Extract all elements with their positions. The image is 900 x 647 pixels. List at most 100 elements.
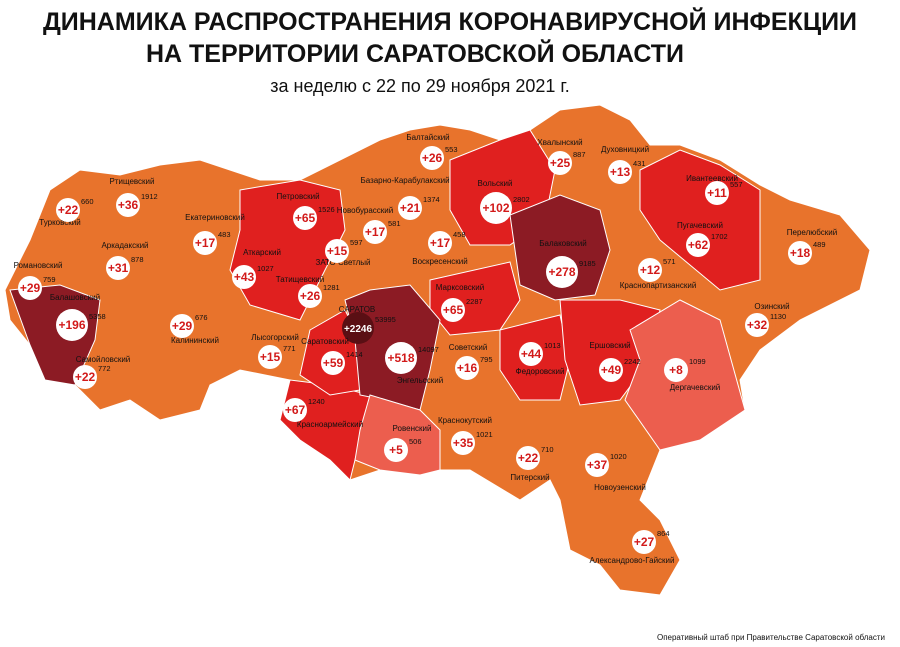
case-badge <box>384 438 408 462</box>
case-badge <box>56 309 88 341</box>
total-cases: 53995 <box>375 315 396 324</box>
case-badge <box>18 276 42 300</box>
case-badge <box>193 231 217 255</box>
total-cases: 710 <box>541 445 554 454</box>
district-name: Татищевский <box>276 275 324 284</box>
district-name: ЗАТО Светлый <box>315 258 370 267</box>
district-name: Александрово-Гайский <box>590 556 675 565</box>
total-cases: 2802 <box>513 195 530 204</box>
district-name: Энгельсский <box>397 376 443 385</box>
new-cases: +36 <box>118 198 139 212</box>
new-cases: +67 <box>285 403 306 417</box>
case-badge <box>398 196 422 220</box>
district-name: Питерский <box>510 473 549 482</box>
total-cases: 660 <box>81 197 94 206</box>
district-name: Озинский <box>754 302 789 311</box>
new-cases: +22 <box>518 451 539 465</box>
new-cases: +13 <box>610 165 631 179</box>
total-cases: 1027 <box>257 264 274 273</box>
case-badge <box>342 312 374 344</box>
new-cases: +62 <box>688 238 709 252</box>
district-labels: Ртищевский+361912Турковский+22660Екатери… <box>14 133 838 565</box>
new-cases: +25 <box>550 156 571 170</box>
total-cases: 1240 <box>308 397 325 406</box>
new-cases: +31 <box>108 261 129 275</box>
footer: Оперативный штаб при Правительстве Сарат… <box>657 633 885 642</box>
new-cases: +5 <box>389 443 403 457</box>
case-badge <box>480 192 512 224</box>
district-name: Саратовский <box>301 337 349 346</box>
district-name: Дергачевский <box>670 383 721 392</box>
total-cases: 1020 <box>610 452 627 461</box>
district-name: Краснопартизанский <box>620 281 697 290</box>
district-name: Романовский <box>14 261 63 270</box>
district-name: Перелюбский <box>787 228 837 237</box>
district-name: Вольский <box>478 179 513 188</box>
district-name: Балаковский <box>539 239 586 248</box>
total-cases: 489 <box>813 240 826 249</box>
district-name: Петровский <box>276 192 319 201</box>
case-badge <box>420 146 444 170</box>
new-cases: +17 <box>430 236 451 250</box>
case-badge <box>455 356 479 380</box>
case-badge <box>170 314 194 338</box>
total-cases: 1021 <box>476 430 493 439</box>
total-cases: 9185 <box>579 259 596 268</box>
case-badge <box>441 298 465 322</box>
new-cases: +27 <box>634 535 655 549</box>
district-shape <box>639 149 761 291</box>
district-name: САРАТОВ <box>339 305 376 314</box>
case-badge <box>664 358 688 382</box>
new-cases: +518 <box>387 351 414 365</box>
title: НА ТЕРРИТОРИИ САРАТОВСКОЙ ОБЛАСТИ <box>146 38 684 68</box>
case-badge <box>705 181 729 205</box>
total-cases: 1912 <box>141 192 158 201</box>
subtitle: за неделю с 22 по 29 ноября 2021 г. <box>270 76 570 96</box>
new-cases: +44 <box>521 347 542 361</box>
total-cases: 506 <box>409 437 422 446</box>
case-badge <box>56 198 80 222</box>
new-cases: +21 <box>400 201 421 215</box>
new-cases: +16 <box>457 361 478 375</box>
case-badge <box>428 231 452 255</box>
total-cases: 483 <box>218 230 231 239</box>
district-name: Пугачевский <box>677 221 723 230</box>
case-badge <box>788 241 812 265</box>
case-badge <box>73 365 97 389</box>
district-name: Федоровский <box>516 367 565 376</box>
total-cases: 1130 <box>770 312 786 321</box>
district-name: Ртищевский <box>109 177 154 186</box>
total-cases: 759 <box>43 275 56 284</box>
district-name: Самойловский <box>76 355 131 364</box>
total-cases: 553 <box>445 145 458 154</box>
new-cases: +22 <box>58 203 79 217</box>
district-name: Новобурасский <box>337 206 394 215</box>
total-cases: 676 <box>195 313 208 322</box>
district-name: Духовницкий <box>601 145 649 154</box>
total-cases: 887 <box>573 150 586 159</box>
new-cases: +15 <box>327 244 348 258</box>
new-cases: +278 <box>548 265 575 279</box>
district-name: Балашовский <box>50 293 100 302</box>
district-name: Турковский <box>39 218 80 227</box>
case-badge <box>608 160 632 184</box>
total-cases: 431 <box>633 159 646 168</box>
total-cases: 1414 <box>346 350 363 359</box>
case-badge <box>363 220 387 244</box>
case-badge <box>385 342 417 374</box>
district-shape <box>354 394 441 476</box>
case-badge <box>258 345 282 369</box>
district-name: Новоузенский <box>594 483 646 492</box>
district-name: Воскресенский <box>412 257 468 266</box>
district-name: Ровенский <box>393 424 432 433</box>
total-cases: 581 <box>388 219 401 228</box>
total-cases: 772 <box>98 364 111 373</box>
case-badge <box>548 151 572 175</box>
total-cases: 2242 <box>624 357 641 366</box>
total-cases: 571 <box>663 257 676 266</box>
new-cases: +65 <box>295 211 316 225</box>
new-cases: +43 <box>234 270 255 284</box>
total-cases: 1099 <box>689 357 706 366</box>
new-cases: +196 <box>58 318 85 332</box>
